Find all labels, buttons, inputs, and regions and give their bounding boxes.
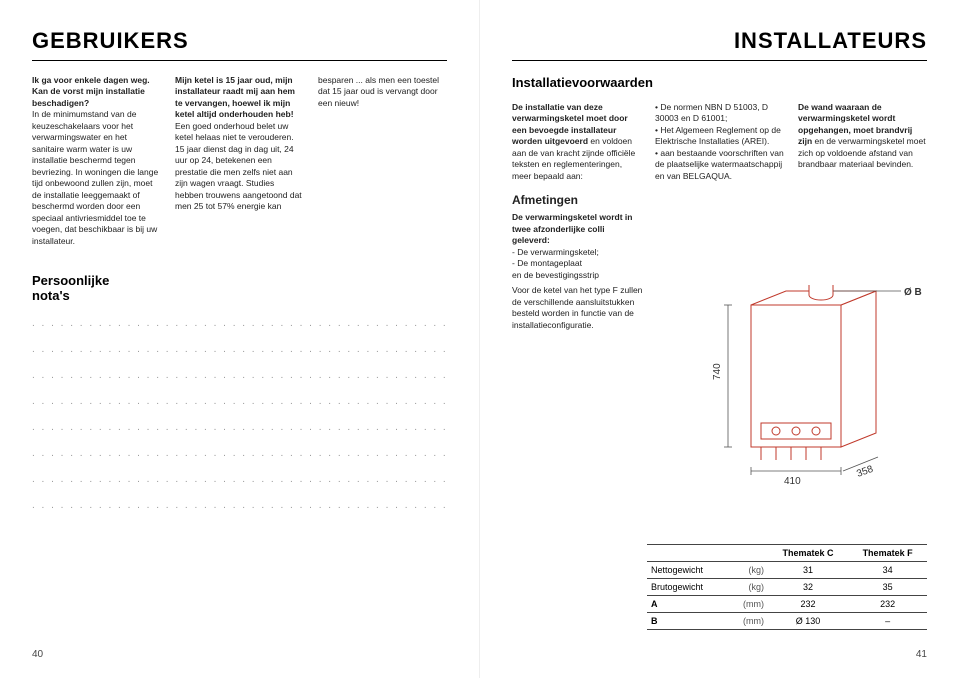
cell: (kg) — [729, 562, 768, 579]
right-page: INSTALLATEURS Installatievoorwaarden De … — [480, 0, 959, 678]
dot-line: . . . . . . . . . . . . . . . . . . . . … — [32, 363, 447, 389]
cell: Nettogewicht — [647, 562, 729, 579]
th-1 — [729, 545, 768, 562]
dot-line: . . . . . . . . . . . . . . . . . . . . … — [32, 441, 447, 467]
left-page: GEBRUIKERS Ik ga voor enkele dagen weg. … — [0, 0, 480, 678]
cell: B — [647, 613, 729, 630]
notes-title-1: Persoonlijke — [32, 273, 109, 288]
cell: (mm) — [729, 596, 768, 613]
cell: 32 — [768, 579, 848, 596]
table-row: Nettogewicht (kg) 31 34 — [647, 562, 927, 579]
notes-lines: . . . . . . . . . . . . . . . . . . . . … — [32, 311, 447, 519]
right-col-3: De wand waaraan de verwarmingsketel word… — [798, 102, 927, 281]
cell: Ø 130 — [768, 613, 848, 630]
dim-d: 358 — [855, 464, 875, 480]
left-header: GEBRUIKERS — [32, 28, 447, 54]
dot-line: . . . . . . . . . . . . . . . . . . . . … — [32, 311, 447, 337]
dot-line: . . . . . . . . . . . . . . . . . . . . … — [32, 415, 447, 441]
left-col-2: Mijn ketel is 15 jaar oud, mijn installa… — [175, 75, 304, 247]
th-3: Thematek F — [848, 545, 927, 562]
rc2-l2: • Het Algemeen Reglement op de Elektrisc… — [655, 125, 784, 148]
table-row: Brutogewicht (kg) 32 35 — [647, 579, 927, 596]
spec-table: Thematek C Thematek F Nettogewicht (kg) … — [647, 544, 927, 630]
col2-answer: Een goed onderhoud belet uw ketel helaas… — [175, 121, 304, 213]
table-row: A (mm) 232 232 — [647, 596, 927, 613]
left-col-1: Ik ga voor enkele dagen weg. Kan de vors… — [32, 75, 161, 247]
dim-w: 410 — [784, 476, 801, 487]
dim-ob: Ø B — [904, 287, 922, 298]
dot-line: . . . . . . . . . . . . . . . . . . . . … — [32, 389, 447, 415]
left-rule — [32, 60, 447, 61]
cell: A — [647, 596, 729, 613]
col1-answer: In de minimumstand van de keuzeschakelaa… — [32, 109, 161, 247]
rc2-l3: • aan bestaande voorschriften van de pla… — [655, 148, 784, 182]
cell: – — [848, 613, 927, 630]
cell: 34 — [848, 562, 927, 579]
boiler-svg: 740 410 358 Ø B A — [666, 285, 936, 495]
page-number-left: 40 — [32, 649, 43, 660]
right-columns: De installatie van deze verwarmingsketel… — [512, 102, 927, 281]
notes-title: Persoonlijke nota's — [32, 273, 447, 303]
right-lower-row: Voor de ketel van het type F zullen de v… — [512, 285, 927, 495]
dot-line: . . . . . . . . . . . . . . . . . . . . … — [32, 467, 447, 493]
th-0 — [647, 545, 729, 562]
right-col-1: De installatie van deze verwarmingsketel… — [512, 102, 641, 281]
boiler-figure: 740 410 358 Ø B A — [666, 285, 936, 495]
cell: Brutogewicht — [647, 579, 729, 596]
right-subheader: Installatievoorwaarden — [512, 75, 927, 90]
table-row: B (mm) Ø 130 – — [647, 613, 927, 630]
right-header: INSTALLATEURS — [512, 28, 927, 54]
notes-title-2: nota's — [32, 288, 70, 303]
cell: (mm) — [729, 613, 768, 630]
afm-text: - De verwarmingsketel; - De montageplaat… — [512, 247, 641, 281]
afm-bold: De verwarmingsketel wordt in twee afzond… — [512, 212, 641, 246]
left-columns: Ik ga voor enkele dagen weg. Kan de vors… — [32, 75, 447, 247]
cell: 35 — [848, 579, 927, 596]
left-col-3: besparen ... als men een toestel dat 15 … — [318, 75, 447, 247]
dot-line: . . . . . . . . . . . . . . . . . . . . … — [32, 337, 447, 363]
lower-text: Voor de ketel van het type F zullen de v… — [512, 285, 652, 495]
right-rule — [512, 60, 927, 61]
cell: 232 — [848, 596, 927, 613]
col3-answer: besparen ... als men een toestel dat 15 … — [318, 75, 447, 109]
afm-title: Afmetingen — [512, 192, 641, 208]
cell: (kg) — [729, 579, 768, 596]
dot-line: . . . . . . . . . . . . . . . . . . . . … — [32, 493, 447, 519]
col2-question: Mijn ketel is 15 jaar oud, mijn installa… — [175, 75, 304, 121]
dim-h: 740 — [712, 363, 723, 380]
rc3-text: en de verwarmingsketel moet zich op vold… — [798, 136, 926, 169]
table-header-row: Thematek C Thematek F — [647, 545, 927, 562]
right-col-2: • De normen NBN D 51003, D 30003 en D 61… — [655, 102, 784, 281]
cell: 232 — [768, 596, 848, 613]
spec-table-el: Thematek C Thematek F Nettogewicht (kg) … — [647, 544, 927, 630]
page-spread: GEBRUIKERS Ik ga voor enkele dagen weg. … — [0, 0, 959, 678]
col1-question: Ik ga voor enkele dagen weg. Kan de vors… — [32, 75, 161, 109]
rc2-l1: • De normen NBN D 51003, D 30003 en D 61… — [655, 102, 784, 125]
cell: 31 — [768, 562, 848, 579]
th-2: Thematek C — [768, 545, 848, 562]
page-number-right: 41 — [916, 649, 927, 660]
